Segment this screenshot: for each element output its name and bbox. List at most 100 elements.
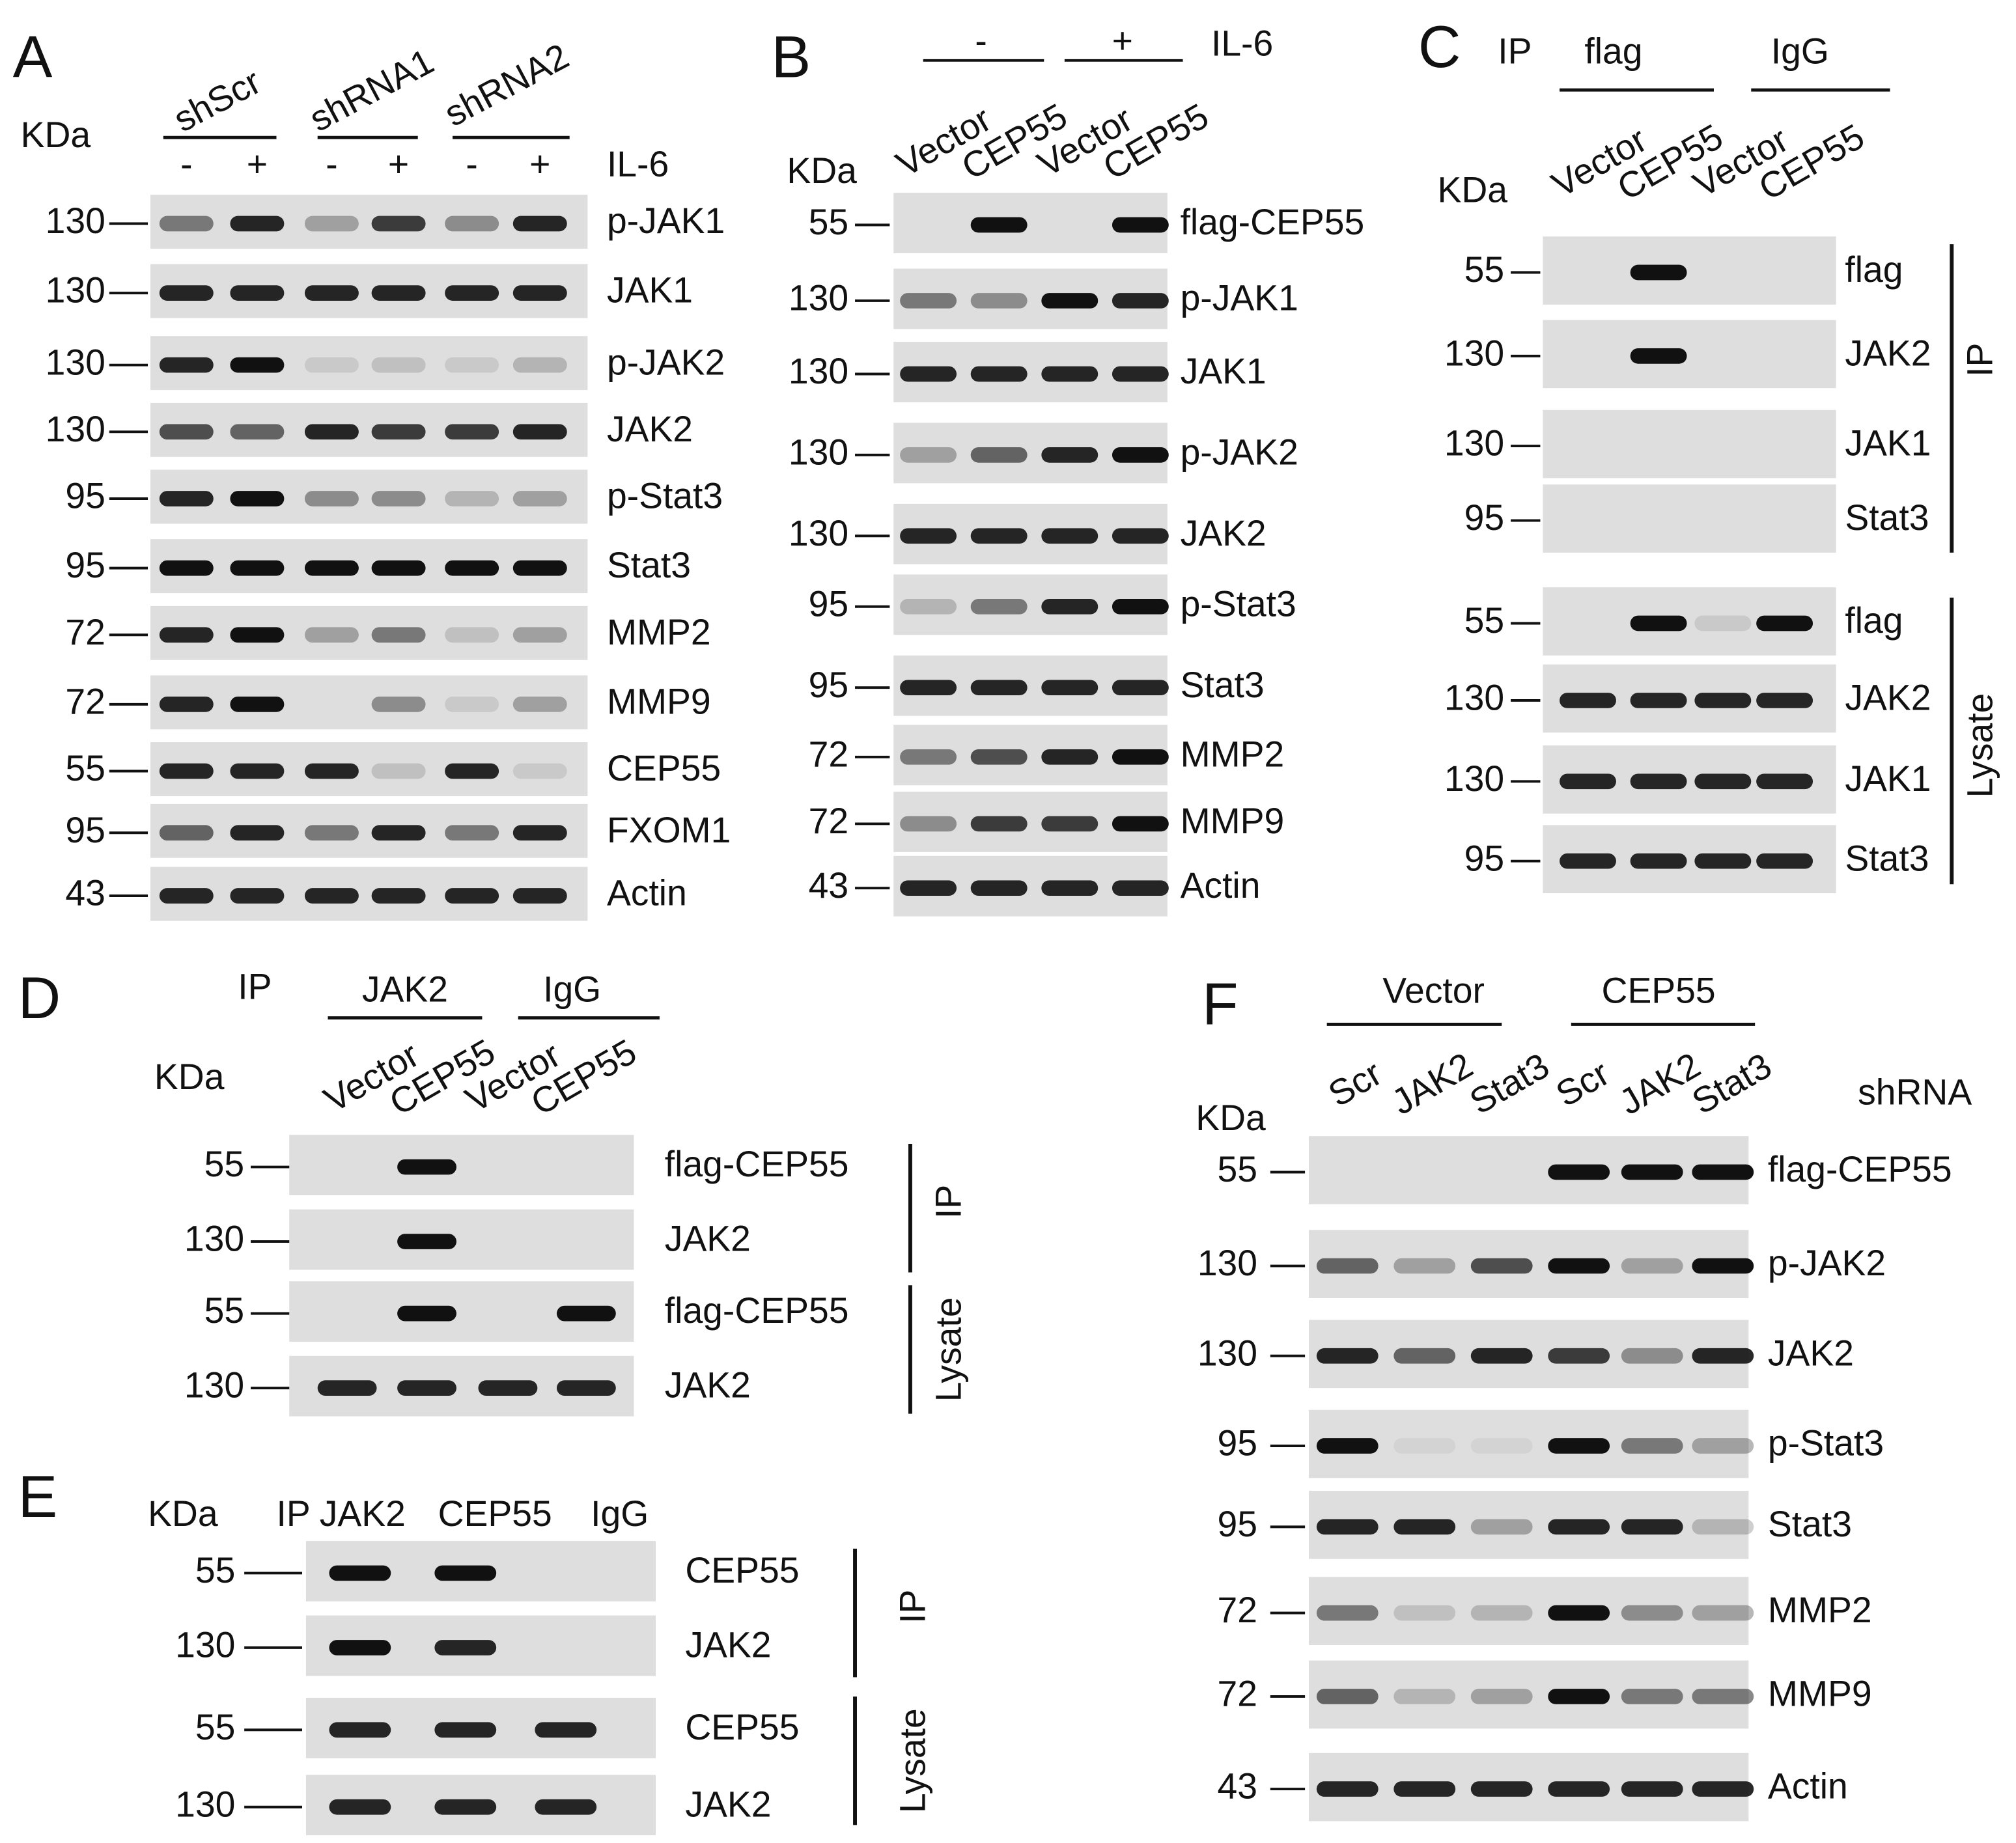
band (512, 215, 567, 232)
band (230, 560, 285, 576)
row-label: MMP2 (607, 612, 711, 652)
band (900, 598, 957, 615)
blot-strip (150, 675, 588, 730)
bracket-label: Lysate (1959, 693, 2000, 798)
band (970, 598, 1028, 615)
band (1630, 853, 1687, 869)
band (445, 888, 499, 904)
band (512, 888, 567, 904)
mw-label: 130 (789, 513, 848, 553)
band (1548, 1781, 1610, 1797)
band (445, 424, 499, 440)
band (1692, 1438, 1754, 1454)
band (230, 763, 285, 779)
mw-label: 130 (184, 1219, 244, 1259)
band (445, 763, 499, 779)
blot-strip (1543, 409, 1836, 478)
band (371, 697, 426, 712)
row-label: CEP55 (685, 1707, 799, 1747)
band (1393, 1348, 1456, 1364)
mw-label: 95 (1218, 1423, 1257, 1463)
band (1692, 1519, 1754, 1535)
mw-label: 95 (1218, 1504, 1257, 1544)
band (1316, 1438, 1379, 1454)
blot-strip (1543, 484, 1836, 553)
mw-label: 95 (809, 583, 848, 624)
kda-label: KDa (21, 115, 91, 155)
band (329, 1640, 391, 1656)
band (159, 491, 214, 506)
mw-label: 130 (1444, 333, 1504, 373)
band (159, 627, 214, 643)
blot-strip (150, 742, 588, 797)
lane-label: Stat3 (1685, 1045, 1778, 1122)
band (304, 491, 359, 506)
row-label: Stat3 (607, 545, 691, 585)
band (1694, 773, 1752, 790)
band (1692, 1258, 1754, 1274)
mw-label: 130 (789, 432, 848, 472)
band (1041, 749, 1099, 765)
group-label: IgG (1771, 31, 1829, 72)
lane-label: Stat3 (1463, 1045, 1556, 1122)
row-label: MMP9 (1768, 1674, 1872, 1714)
band (1393, 1258, 1456, 1274)
band (1756, 853, 1813, 869)
mw-label: 72 (1218, 1590, 1257, 1630)
band (329, 1722, 391, 1738)
band (371, 424, 426, 440)
band (900, 816, 957, 832)
bracket-label: IP (892, 1590, 932, 1624)
panel-letter: E (18, 1464, 58, 1530)
band (397, 1380, 456, 1396)
kda-label: KDa (1437, 170, 1507, 210)
mw-label: 130 (46, 409, 105, 449)
kda-label: KDa (154, 1057, 225, 1097)
band (230, 888, 285, 904)
band (1393, 1689, 1456, 1704)
blot-strip (1309, 1577, 1749, 1645)
row-label: JAK2 (607, 409, 693, 449)
mw-label: 55 (809, 202, 848, 242)
treatment-label: IL-6 (607, 144, 669, 184)
mw-label: 130 (1197, 1243, 1257, 1283)
band (1621, 1258, 1683, 1274)
mw-label: 130 (46, 270, 105, 311)
mw-label: 72 (809, 801, 848, 841)
band (535, 1799, 597, 1815)
band (1548, 1438, 1610, 1454)
band (1112, 816, 1169, 832)
band (1621, 1164, 1683, 1180)
row-label: flag-CEP55 (665, 1290, 849, 1331)
row-label: JAK2 (1845, 333, 1931, 373)
mw-label: 43 (1218, 1766, 1257, 1807)
blot-strip (289, 1135, 634, 1196)
band (1756, 693, 1813, 708)
band (397, 1234, 456, 1249)
band (317, 1380, 377, 1396)
mw-label: 72 (809, 734, 848, 774)
group-label: flag (1584, 31, 1642, 72)
group-label: JAK2 (362, 969, 448, 1010)
band (1393, 1781, 1456, 1797)
band (304, 763, 359, 779)
ip-label: IP (277, 1493, 311, 1534)
row-label: JAK2 (665, 1219, 751, 1259)
blot-strip (289, 1209, 634, 1270)
band (445, 357, 499, 373)
band (970, 217, 1028, 233)
band (1621, 1605, 1683, 1621)
band (512, 491, 567, 506)
band (1621, 1348, 1683, 1364)
panel-letter: F (1202, 972, 1238, 1038)
group-label: shScr (167, 61, 268, 140)
row-label: Actin (607, 873, 687, 913)
row-label: MMP2 (1181, 734, 1285, 774)
band (512, 357, 567, 373)
band (1548, 1519, 1610, 1535)
band (1316, 1781, 1379, 1797)
band (1112, 293, 1169, 309)
treatment-sign: - (326, 144, 337, 184)
row-label: p-Stat3 (1181, 583, 1296, 624)
lane-label: Scr (1549, 1053, 1616, 1115)
